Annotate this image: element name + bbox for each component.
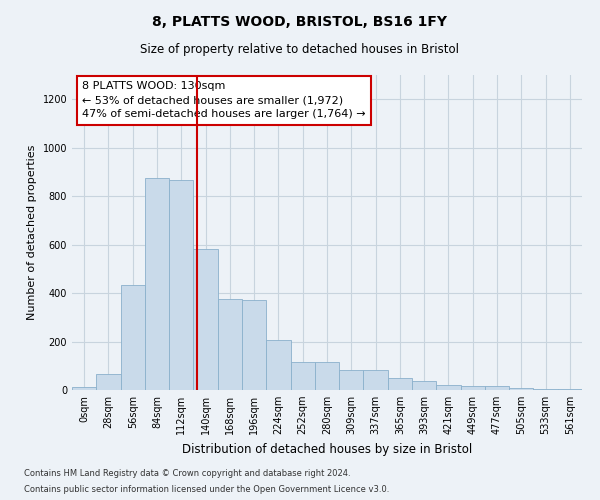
Y-axis label: Number of detached properties: Number of detached properties (27, 145, 37, 320)
Text: 8, PLATTS WOOD, BRISTOL, BS16 1FY: 8, PLATTS WOOD, BRISTOL, BS16 1FY (152, 15, 448, 29)
Bar (533, 389, 558, 390)
Bar (193, 250, 218, 390)
X-axis label: Distribution of detached houses by size in Bristol: Distribution of detached houses by size … (182, 442, 472, 456)
Bar (96, 374, 121, 390)
Bar (242, 300, 266, 390)
Text: Size of property relative to detached houses in Bristol: Size of property relative to detached ho… (140, 42, 460, 56)
Bar (436, 384, 461, 390)
Bar (121, 284, 145, 390)
Bar (364, 370, 388, 390)
Bar (315, 362, 339, 390)
Bar (558, 389, 582, 390)
Bar (461, 386, 485, 390)
Bar (339, 370, 364, 390)
Bar (412, 381, 436, 390)
Bar (388, 378, 412, 390)
Bar (290, 362, 315, 390)
Bar (509, 388, 533, 390)
Bar (218, 299, 242, 390)
Bar (72, 387, 96, 390)
Bar (169, 180, 193, 390)
Bar (145, 178, 169, 390)
Bar (266, 340, 290, 390)
Text: Contains HM Land Registry data © Crown copyright and database right 2024.: Contains HM Land Registry data © Crown c… (24, 468, 350, 477)
Text: Contains public sector information licensed under the Open Government Licence v3: Contains public sector information licen… (24, 485, 389, 494)
Bar (485, 386, 509, 390)
Text: 8 PLATTS WOOD: 130sqm
← 53% of detached houses are smaller (1,972)
47% of semi-d: 8 PLATTS WOOD: 130sqm ← 53% of detached … (82, 82, 366, 120)
